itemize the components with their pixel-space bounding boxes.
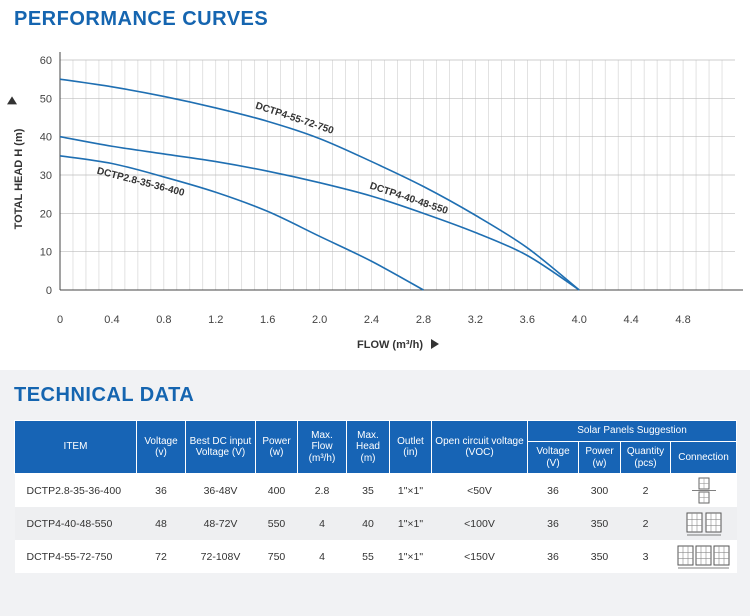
cell-sp-quantity: 2 [620,473,671,507]
cell-best-dc: 48-72V [185,507,256,540]
cell-max-flow: 4 [297,507,347,540]
cell-outlet: 1"×1" [389,540,432,573]
y-tick-label: 10 [40,247,52,259]
solar-panel-connection-icon [686,512,722,535]
cell-max-head: 40 [346,507,390,540]
cell-item: DCTP2.8-35-36-400 [14,473,137,507]
x-tick-label: 2.4 [364,314,379,326]
header-max-head: Max. Head (m) [346,420,390,474]
cell-sp-power: 300 [578,473,621,507]
cell-best-dc: 36-48V [185,473,256,507]
cell-item: DCTP4-55-72-750 [14,540,137,573]
x-tick-label: 2.8 [416,314,431,326]
header-voc: Open circuit voltage (VOC) [431,420,528,474]
y-tick-label: 50 [40,93,52,105]
cell-voc: <50V [431,473,528,507]
cell-connection [670,473,737,507]
cell-best-dc: 72-108V [185,540,256,573]
x-tick-label: 1.6 [260,314,275,326]
cell-connection [670,540,737,573]
y-tick-label: 30 [40,170,52,182]
header-item: ITEM [14,420,137,474]
header-voltage: Voltage (v) [136,420,186,474]
x-tick-label: 4.4 [624,314,639,326]
cell-power: 550 [255,507,298,540]
x-tick-label: 3.2 [468,314,483,326]
cell-sp-quantity: 2 [620,507,671,540]
cell-outlet: 1"×1" [389,473,432,507]
cell-power: 400 [255,473,298,507]
series-line-DCTP4-55-72-750 [59,78,580,291]
chart-grid [60,59,735,290]
y-tick-label: 0 [46,285,52,297]
cell-max-head: 35 [346,473,390,507]
cell-item: DCTP4-40-48-550 [14,507,137,540]
performance-curves-title: PERFORMANCE CURVES [14,8,269,30]
header-sp-voltage: Voltage (V) [527,441,579,474]
cell-outlet: 1"×1" [389,507,432,540]
x-axis-title: FLOW (m³/h) [357,339,423,351]
cell-sp-voltage: 36 [527,507,579,540]
series-label: DCTP4-55-72-750 [254,100,335,136]
cell-power: 750 [255,540,298,573]
cell-max-flow: 2.8 [297,473,347,507]
cell-sp-quantity: 3 [620,540,671,573]
series-line-DCTP2.8-35-36-400 [59,155,424,291]
header-sp-quantity: Quantity (pcs) [620,441,671,474]
chart-axes: 0 10 20 30 40 50 60 0 0.4 0.8 1.2 1.6 2.0 2.4 2.8 3.2 3.… [7,52,743,351]
performance-chart: 0 10 20 30 40 50 60 0 0.4 0.8 1.2 1.6 2.0 2.4 2.8 3.2 3.… [7,52,743,351]
x-tick-label: 0.4 [104,314,119,326]
y-axis-arrow-icon [7,96,17,105]
header-max-flow: Max. Flow (m³/h) [297,420,347,474]
y-tick-label: 60 [40,55,52,67]
chart-series [59,78,580,291]
table-row: DCTP2.8-35-36-400 36 36-48V 400 2.8 35 1… [14,473,737,507]
cell-voltage: 36 [136,473,186,507]
x-tick-label: 0.8 [156,314,171,326]
x-tick-label: 4.0 [572,314,587,326]
header-power: Power (w) [255,420,298,474]
cell-voc: <150V [431,540,528,573]
solar-panel-connection-icon [691,477,716,503]
cell-sp-power: 350 [578,540,621,573]
header-sp-power: Power (w) [578,441,621,474]
header-sp-connection: Connection [669,441,738,474]
series-line-DCTP4-40-48-550 [59,135,580,291]
solar-panel-connection-icon [677,545,730,568]
cell-sp-power: 350 [578,507,621,540]
x-tick-label: 3.6 [520,314,535,326]
cell-voltage: 72 [136,540,186,573]
x-tick-label: 1.2 [208,314,223,326]
header-solar-panels-suggestion: Solar Panels Suggestion [526,420,738,442]
x-tick-label: 0 [57,314,63,326]
table-row: DCTP4-55-72-750 72 72-108V 750 4 55 1"×1… [14,540,737,573]
table-row: DCTP4-40-48-550 48 48-72V 550 4 40 1"×1"… [14,507,737,540]
header-outlet: Outlet (in) [389,420,432,474]
x-axis-arrow-icon [431,339,439,349]
x-tick-label: 2.0 [312,314,327,326]
x-tick-label: 4.8 [675,314,690,326]
y-tick-label: 40 [40,132,52,144]
cell-voc: <100V [431,507,528,540]
y-axis-title: TOTAL HEAD H (m) [13,128,25,229]
cell-max-head: 55 [346,540,390,573]
cell-connection [670,507,737,540]
y-tick-label: 20 [40,208,52,220]
cell-sp-voltage: 36 [527,540,579,573]
cell-sp-voltage: 36 [527,473,579,507]
header-best-dc-voltage: Best DC input Voltage (V) [185,420,256,474]
cell-max-flow: 4 [297,540,347,573]
cell-voltage: 48 [136,507,186,540]
technical-data-title: TECHNICAL DATA [14,384,195,406]
chart-labels: DCTP4-55-72-750DCTP4-40-48-550DCTP2.8-35… [96,100,450,217]
technical-data-table: ITEM Voltage (v) Best DC input Voltage (… [14,420,738,573]
